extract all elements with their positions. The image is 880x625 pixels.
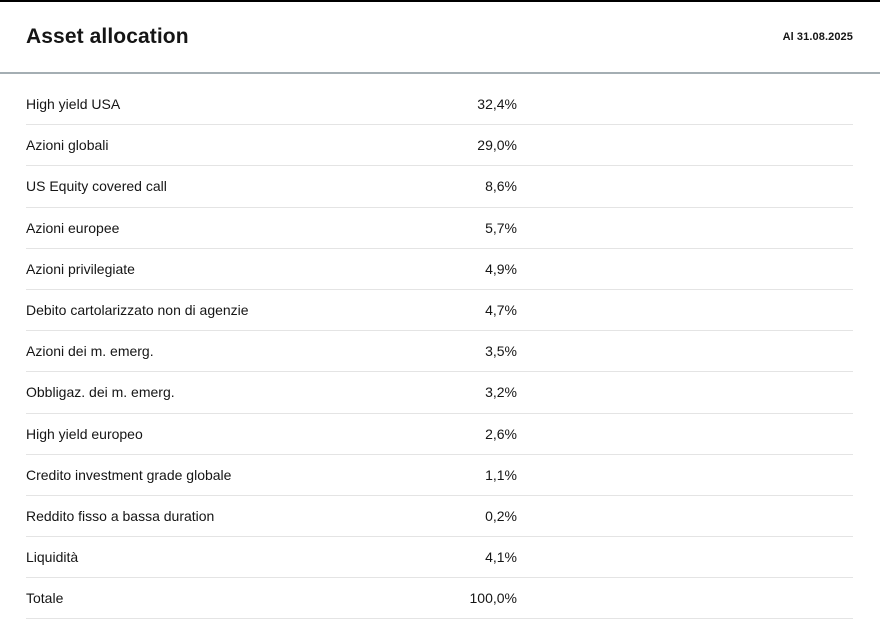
asset-class-value: 5,7% bbox=[485, 219, 517, 236]
table-row: Credito investment grade globale 1,1% bbox=[26, 455, 853, 496]
asset-class-value: 4,1% bbox=[485, 549, 517, 566]
asset-class-value: 32,4% bbox=[477, 96, 517, 113]
table-row: High yield USA 32,4% bbox=[26, 84, 853, 126]
asset-class-label: Debito cartolarizzato non di agenzie bbox=[26, 302, 249, 319]
total-label: Totale bbox=[26, 590, 64, 607]
asset-class-label: High yield USA bbox=[26, 96, 121, 113]
table-row: Debito cartolarizzato non di agenzie 4,7… bbox=[26, 290, 853, 332]
asset-class-label: Credito investment grade globale bbox=[26, 466, 232, 483]
asset-class-label: US Equity covered call bbox=[26, 178, 167, 195]
as-of-date: Al 31.08.2025 bbox=[782, 31, 853, 43]
section-header: Asset allocation Al 31.08.2025 bbox=[0, 2, 880, 72]
table-row: Obbligaz. dei m. emerg. 3,2% bbox=[26, 372, 853, 414]
table-row: Azioni globali 29,0% bbox=[26, 125, 853, 167]
asset-class-value: 2,6% bbox=[485, 425, 517, 442]
asset-class-label: Azioni europee bbox=[26, 219, 120, 236]
asset-class-value: 29,0% bbox=[477, 137, 517, 154]
table-row-total: Totale 100,0% bbox=[26, 578, 853, 620]
asset-class-value: 0,2% bbox=[485, 507, 517, 524]
asset-class-value: 4,9% bbox=[485, 260, 517, 277]
asset-class-label: Azioni dei m. emerg. bbox=[26, 343, 154, 360]
header-divider bbox=[0, 72, 880, 74]
asset-class-label: Azioni globali bbox=[26, 137, 109, 154]
asset-class-value: 4,7% bbox=[485, 302, 517, 319]
asset-class-value: 1,1% bbox=[485, 466, 517, 483]
asset-class-value: 8,6% bbox=[485, 178, 517, 195]
asset-class-value: 3,2% bbox=[485, 384, 517, 401]
asset-class-label: High yield europeo bbox=[26, 425, 143, 442]
table-row: High yield europeo 2,6% bbox=[26, 414, 853, 455]
asset-class-label: Reddito fisso a bassa duration bbox=[26, 507, 215, 524]
table-row: US Equity covered call 8,6% bbox=[26, 166, 853, 208]
table-row: Reddito fisso a bassa duration 0,2% bbox=[26, 496, 853, 538]
page-title: Asset allocation bbox=[26, 25, 189, 48]
table-row: Azioni dei m. emerg. 3,5% bbox=[26, 331, 853, 373]
asset-class-value: 3,5% bbox=[485, 343, 517, 360]
table-row: Liquidità 4,1% bbox=[26, 537, 853, 579]
total-value: 100,0% bbox=[469, 590, 517, 607]
asset-class-label: Liquidità bbox=[26, 549, 79, 566]
asset-allocation-table: High yield USA 32,4% Azioni globali 29,0… bbox=[0, 74, 880, 620]
asset-class-label: Obbligaz. dei m. emerg. bbox=[26, 384, 175, 401]
table-row: Azioni europee 5,7% bbox=[26, 208, 853, 249]
asset-class-label: Azioni privilegiate bbox=[26, 260, 135, 277]
table-row: Azioni privilegiate 4,9% bbox=[26, 249, 853, 290]
